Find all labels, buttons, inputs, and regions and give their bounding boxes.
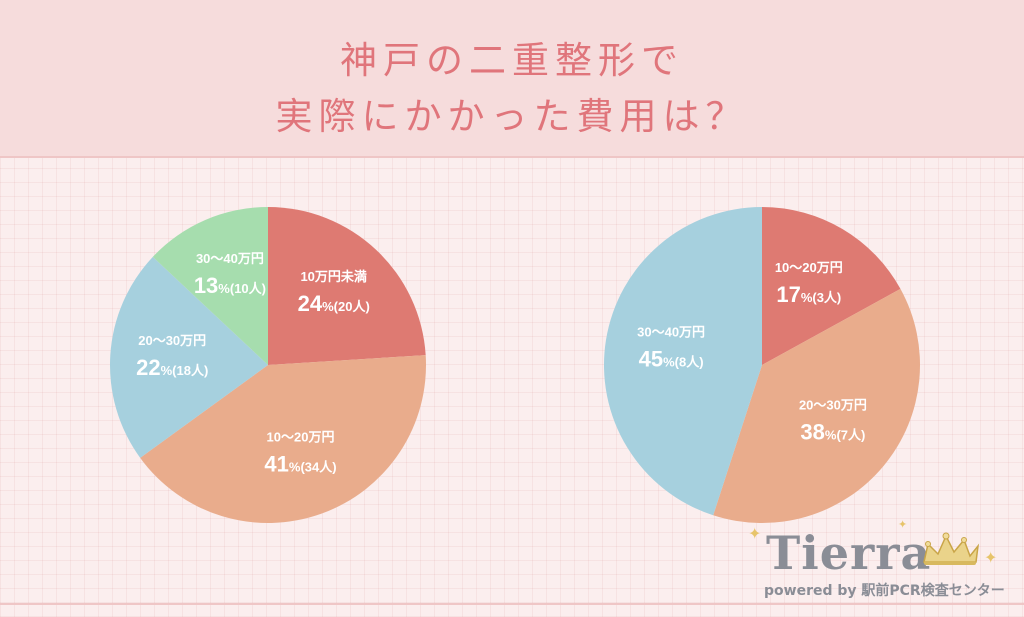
sparkle-icon: ✦ — [898, 518, 908, 531]
slice-category-label: 10万円未満 — [300, 269, 366, 284]
slice-category-label: 30〜40万円 — [196, 251, 264, 266]
pie-slice — [152, 207, 268, 365]
pie-slice — [713, 288, 921, 524]
pie-slice — [140, 355, 427, 523]
tiara-icon — [923, 532, 980, 565]
slice-value-label: 38%(7人) — [800, 420, 865, 445]
slice-category-label: 20〜30万円 — [799, 398, 867, 413]
page-title-line-2: 実際にかかった費用は？ — [275, 95, 749, 138]
pie-slice — [268, 207, 426, 365]
slice-value-label: 22%(18人) — [136, 355, 208, 380]
slice-value-label: 13%(10人) — [194, 273, 266, 298]
page-title-line-1: 神戸の二重整形で — [340, 39, 684, 82]
pie-slice — [603, 206, 762, 516]
logo-wordmark: Tierra — [766, 526, 932, 580]
slice-category-label: 10〜20万円 — [267, 429, 335, 444]
pie-chart-right: 10〜20万円 17%(3人) 20〜30万円 38%(7人) 30〜40万円 45%(8… — [603, 206, 921, 524]
slice-category-label: 20〜30万円 — [138, 333, 206, 348]
logo-subtitle: powered by 駅前PCR検査センター — [764, 583, 1005, 599]
sparkle-icon: ✦ — [748, 524, 762, 543]
pie-chart-left: 10万円未満 24%(20人) 10〜20万円 41%(34人) 20〜30万円 22%(… — [110, 207, 427, 523]
slice-value-label: 24%(20人) — [298, 291, 370, 316]
slice-value-label: 45%(8人) — [639, 347, 704, 372]
pie-slice — [762, 207, 901, 365]
slice-value-label: 41%(34人) — [264, 451, 336, 476]
sparkle-icon: ✦ — [984, 548, 998, 567]
slice-value-label: 17%(3人) — [776, 282, 841, 307]
pie-slice — [110, 256, 268, 458]
header-banner: 神戸の二重整形で 実際にかかった費用は？ — [0, 0, 1024, 158]
footer-divider — [0, 603, 1024, 605]
slice-category-label: 10〜20万円 — [775, 260, 843, 275]
slice-category-label: 30〜40万円 — [637, 325, 705, 340]
brand-logo: ✦ ✦ ✦ Tierra powered by 駅前PCR検査センター — [748, 518, 1010, 612]
